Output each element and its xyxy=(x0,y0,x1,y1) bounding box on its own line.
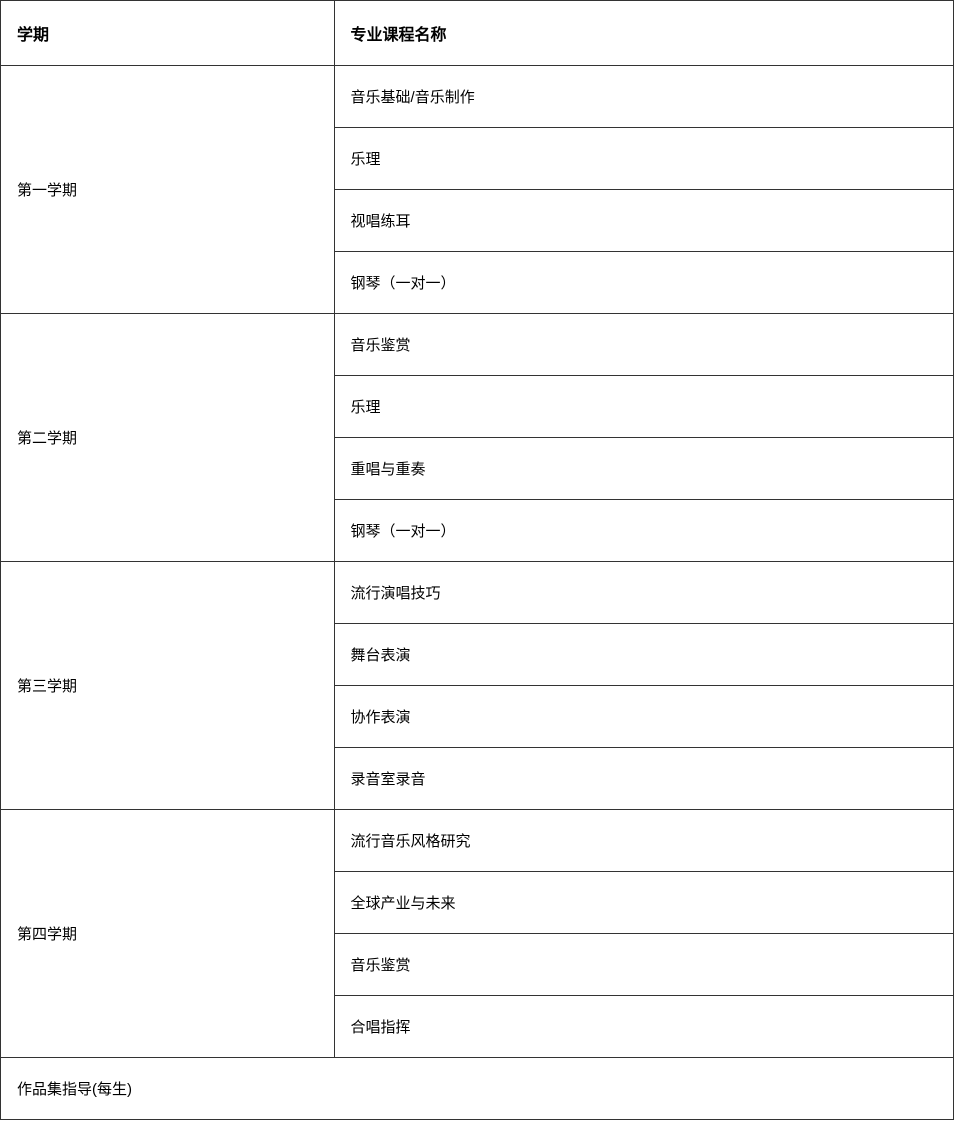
table-header-row: 学期 专业课程名称 xyxy=(1,1,954,66)
course-cell: 重唱与重奏 xyxy=(334,438,953,500)
curriculum-table-container: 学期 专业课程名称 第一学期 音乐基础/音乐制作 乐理 视唱练耳 钢琴（一对一）… xyxy=(0,0,954,1120)
course-cell: 流行音乐风格研究 xyxy=(334,810,953,872)
course-cell: 乐理 xyxy=(334,128,953,190)
table-footer-row: 作品集指导(每生) xyxy=(1,1058,954,1120)
course-cell: 全球产业与未来 xyxy=(334,872,953,934)
footer-cell: 作品集指导(每生) xyxy=(1,1058,954,1120)
course-cell: 音乐鉴赏 xyxy=(334,934,953,996)
course-cell: 音乐鉴赏 xyxy=(334,314,953,376)
table-row: 第二学期 音乐鉴赏 xyxy=(1,314,954,376)
semester-cell: 第四学期 xyxy=(1,810,335,1058)
course-cell: 钢琴（一对一） xyxy=(334,500,953,562)
table-body: 第一学期 音乐基础/音乐制作 乐理 视唱练耳 钢琴（一对一） 第二学期 音乐鉴赏… xyxy=(1,66,954,1120)
course-cell: 流行演唱技巧 xyxy=(334,562,953,624)
course-cell: 合唱指挥 xyxy=(334,996,953,1058)
course-cell: 舞台表演 xyxy=(334,624,953,686)
semester-cell: 第三学期 xyxy=(1,562,335,810)
course-cell: 视唱练耳 xyxy=(334,190,953,252)
header-course-name: 专业课程名称 xyxy=(334,1,953,66)
semester-cell: 第一学期 xyxy=(1,66,335,314)
course-cell: 协作表演 xyxy=(334,686,953,748)
course-cell: 钢琴（一对一） xyxy=(334,252,953,314)
table-row: 第三学期 流行演唱技巧 xyxy=(1,562,954,624)
course-cell: 乐理 xyxy=(334,376,953,438)
header-semester: 学期 xyxy=(1,1,335,66)
curriculum-table: 学期 专业课程名称 第一学期 音乐基础/音乐制作 乐理 视唱练耳 钢琴（一对一）… xyxy=(0,0,954,1120)
semester-cell: 第二学期 xyxy=(1,314,335,562)
course-cell: 音乐基础/音乐制作 xyxy=(334,66,953,128)
table-row: 第一学期 音乐基础/音乐制作 xyxy=(1,66,954,128)
course-cell: 录音室录音 xyxy=(334,748,953,810)
table-row: 第四学期 流行音乐风格研究 xyxy=(1,810,954,872)
